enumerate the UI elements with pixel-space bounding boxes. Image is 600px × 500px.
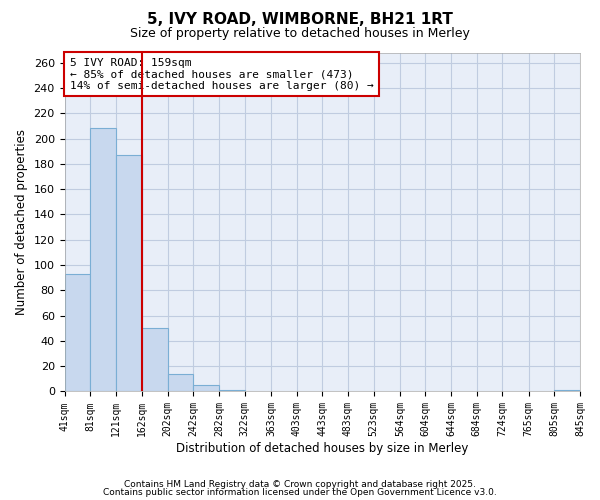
Text: Contains public sector information licensed under the Open Government Licence v3: Contains public sector information licen… bbox=[103, 488, 497, 497]
Bar bbox=[116, 155, 142, 392]
Bar bbox=[90, 128, 116, 392]
Bar bbox=[168, 374, 193, 392]
Bar bbox=[219, 390, 245, 392]
Text: Size of property relative to detached houses in Merley: Size of property relative to detached ho… bbox=[130, 28, 470, 40]
Bar bbox=[193, 385, 219, 392]
Bar bbox=[142, 328, 168, 392]
Text: 5 IVY ROAD: 159sqm
← 85% of detached houses are smaller (473)
14% of semi-detach: 5 IVY ROAD: 159sqm ← 85% of detached hou… bbox=[70, 58, 373, 91]
Bar bbox=[554, 390, 580, 392]
Bar bbox=[65, 274, 90, 392]
X-axis label: Distribution of detached houses by size in Merley: Distribution of detached houses by size … bbox=[176, 442, 469, 455]
Text: Contains HM Land Registry data © Crown copyright and database right 2025.: Contains HM Land Registry data © Crown c… bbox=[124, 480, 476, 489]
Text: 5, IVY ROAD, WIMBORNE, BH21 1RT: 5, IVY ROAD, WIMBORNE, BH21 1RT bbox=[147, 12, 453, 28]
Y-axis label: Number of detached properties: Number of detached properties bbox=[15, 129, 28, 315]
